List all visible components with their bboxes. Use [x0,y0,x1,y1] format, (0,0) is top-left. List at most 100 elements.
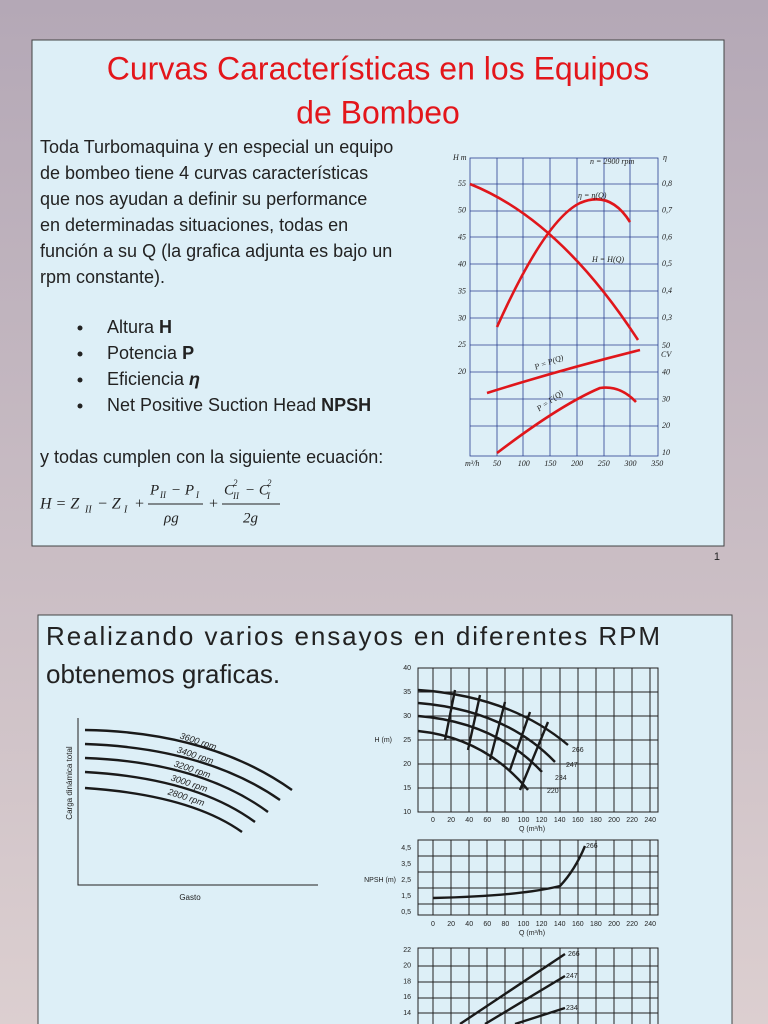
curve-label: 247 [566,973,578,980]
x-tick: 80 [502,921,510,928]
axis-label: Q (m³/h) [519,826,545,833]
x-tick: 80 [502,817,510,824]
x-tick: 220 [626,817,638,824]
page-number: 1 [714,551,720,563]
bullet-text: Altura [107,317,159,337]
speed-label: n = 2900 rpm [590,157,635,166]
cv-tick: 10 [662,448,670,457]
equation-part: 2 [233,478,238,488]
paragraph-line: en determinadas situaciones, todas en [40,215,348,235]
curve-label: 234 [566,1005,578,1012]
bullet-dot [77,377,83,383]
x-tick: 180 [590,817,602,824]
x-tick: 140 [554,921,566,928]
x-tick: 240 [644,817,656,824]
y-tick: 10 [403,809,411,816]
curve-label: 234 [555,775,567,782]
axis-label: Gasto [179,893,201,902]
bullet-item: Eficiencia η [107,369,200,389]
y-tick: 15 [403,785,411,792]
y-tick: 35 [403,689,411,696]
h-tick: 25 [458,340,466,349]
axis-label: η [663,153,667,162]
power-figure [417,947,659,1024]
x-tick: 220 [626,921,638,928]
equation-part: II [84,504,92,515]
axis-label: Q (m³/h) [519,930,545,937]
y-tick: 14 [403,1010,411,1017]
equation-part: 2 [267,478,272,488]
x-tick: 0 [431,817,435,824]
axis-label: Carga dinámica total [65,746,74,820]
x-tick: 60 [483,921,491,928]
y-tick: 25 [403,737,411,744]
curve-label: H = H(Q) [591,255,624,264]
bullet-text: Net Positive Suction Head [107,395,321,415]
bullet-bold: H [159,317,172,337]
x-tick: 100 [518,459,530,468]
slide-title: obtenemos graficas. [46,659,280,689]
x-tick: 60 [483,817,491,824]
equation-part: − P [171,482,194,498]
x-tick: 250 [598,459,610,468]
y-tick: 4,5 [401,845,411,852]
equation-part: II [159,490,167,500]
bullet-dot [77,325,83,331]
x-tick: 120 [536,921,548,928]
x-tick: 120 [536,817,548,824]
curve-label: 220 [547,788,559,795]
x-tick: 140 [554,817,566,824]
axis-label: m³/h [465,459,479,468]
curve-label: 266 [568,951,580,958]
bullet-bold: η [189,369,200,389]
bullet-bold: P [182,343,194,363]
cv-tick: 20 [662,421,670,430]
eta-tick: 0,6 [662,232,672,241]
equation-part: P [149,482,159,498]
x-tick: 200 [608,817,620,824]
curve-label: 266 [572,747,584,754]
x-tick: 100 [518,817,530,824]
bullet-item: Altura H [107,317,172,337]
x-tick: 40 [465,921,473,928]
x-tick: 350 [650,459,663,468]
x-tick: 200 [608,921,620,928]
h-tick: 50 [458,206,466,215]
y-tick: 2,5 [401,877,411,884]
curve-label: η = η(Q) [578,191,607,200]
equation-part: C [224,482,235,498]
y-tick: 0,5 [401,909,411,916]
equation-part: − C [245,482,270,498]
x-tick: 240 [644,921,656,928]
paragraph-line: rpm constante). [40,267,165,287]
bullet-item: Potencia P [107,343,194,363]
x-tick: 160 [572,921,584,928]
bullet-text: Eficiencia [107,369,189,389]
paragraph-line: de bombeo tiene 4 curvas características [40,163,368,183]
rpm-figure [77,718,318,886]
cv-tick: 40 [662,368,670,377]
bullet-dot [77,351,83,357]
h-tick: 55 [458,179,466,188]
axis-label: H (m) [375,737,393,744]
x-tick: 300 [624,459,637,468]
h-tick: 35 [457,286,466,295]
npsh-figure [417,839,659,916]
x-tick: 0 [431,921,435,928]
y-tick: 22 [403,947,411,954]
slide-title: de Bombeo [296,94,460,130]
axis-label: NPSH (m) [364,877,396,884]
x-tick: 150 [544,459,556,468]
h-tick: 30 [457,313,466,322]
equation-part: II [232,491,240,501]
slide-2 [37,614,733,1024]
x-tick: 20 [447,817,455,824]
x-tick: 50 [493,459,501,468]
axis-label: CV [661,350,672,359]
x-tick: 100 [518,921,530,928]
x-tick: 20 [447,921,455,928]
y-tick: 3,5 [401,861,411,868]
cv-tick: 30 [661,394,670,403]
slide-title: Realizando varios ensayos en diferentes … [46,621,660,651]
y-tick: 1,5 [401,893,411,900]
